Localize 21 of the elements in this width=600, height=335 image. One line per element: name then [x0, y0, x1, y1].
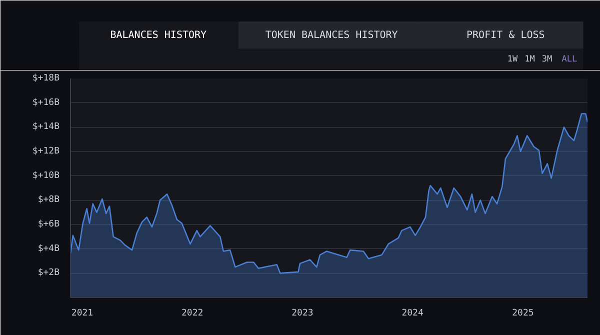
text: 1W	[507, 54, 519, 64]
text: 1M	[524, 54, 535, 64]
x-tick-label: 2022	[182, 308, 204, 318]
text: 3M	[542, 54, 552, 64]
x-tick-label: 2024	[402, 308, 424, 318]
text: BALANCES HISTORY	[110, 30, 207, 41]
y-tick-label: $+2B	[38, 268, 60, 278]
text: PROFIT & LOSS	[466, 30, 545, 41]
y-tick-label: $+4B	[38, 244, 60, 254]
y-tick-label: $+12B	[32, 146, 60, 156]
x-tick-label: 2023	[292, 308, 314, 318]
x-tick-label: 2025	[512, 308, 534, 318]
text: TOKEN BALANCES HISTORY	[265, 30, 398, 41]
y-tick-label: $+8B	[38, 195, 60, 206]
text: ALL	[562, 54, 578, 64]
x-tick-label: 2021	[71, 308, 94, 318]
y-tick-label: $+16B	[32, 98, 60, 108]
y-tick-label: $+6B	[38, 220, 60, 230]
y-tick-label: $+18B	[32, 74, 60, 84]
y-tick-label: $+10B	[32, 170, 60, 181]
y-tick-label: $+14B	[32, 122, 60, 132]
